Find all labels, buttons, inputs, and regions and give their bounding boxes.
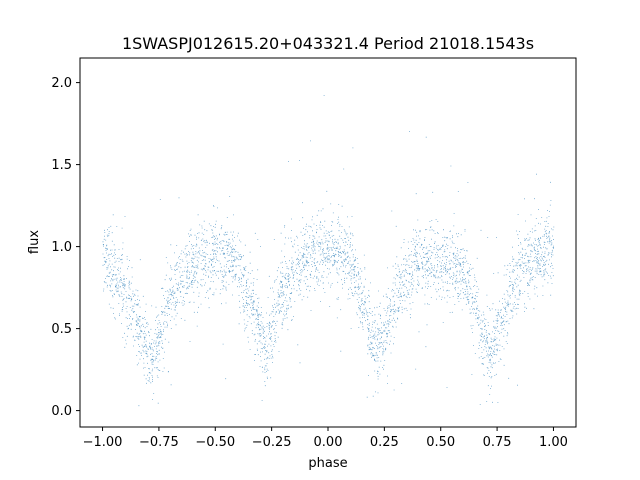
y-tick-label: 1.0: [51, 240, 72, 255]
x-tick-label: 0.25: [370, 435, 399, 450]
y-axis-label: flux: [27, 230, 42, 254]
x-tick-label: 0.50: [426, 435, 455, 450]
plot-frame: [79, 57, 577, 428]
chart-title: 1SWASPJ012615.20+043321.4 Period 21018.1…: [122, 34, 534, 53]
x-tick-label: −1.00: [83, 435, 123, 450]
scatter-points: [102, 95, 555, 407]
y-tick-label: 2.0: [51, 76, 72, 91]
x-tick-label: −0.50: [195, 435, 235, 450]
x-tick-label: 0.75: [483, 435, 512, 450]
x-tick-label: 1.00: [539, 435, 568, 450]
y-axis: 0.0 0.5 1.0 1.5 2.0: [51, 76, 80, 419]
x-tick-label: −0.75: [139, 435, 179, 450]
y-tick-label: 1.5: [51, 158, 72, 173]
x-tick-label: 0.00: [314, 435, 343, 450]
data-point-cloud: [102, 95, 555, 407]
x-tick-label: −0.25: [252, 435, 292, 450]
y-tick-label: 0.5: [51, 322, 72, 337]
x-axis-label: phase: [308, 456, 347, 471]
x-axis: −1.00 −0.75 −0.50 −0.25 0.00 0.25 0.50 0.75 1.00: [83, 427, 568, 450]
y-tick-label: 0.0: [51, 404, 72, 419]
